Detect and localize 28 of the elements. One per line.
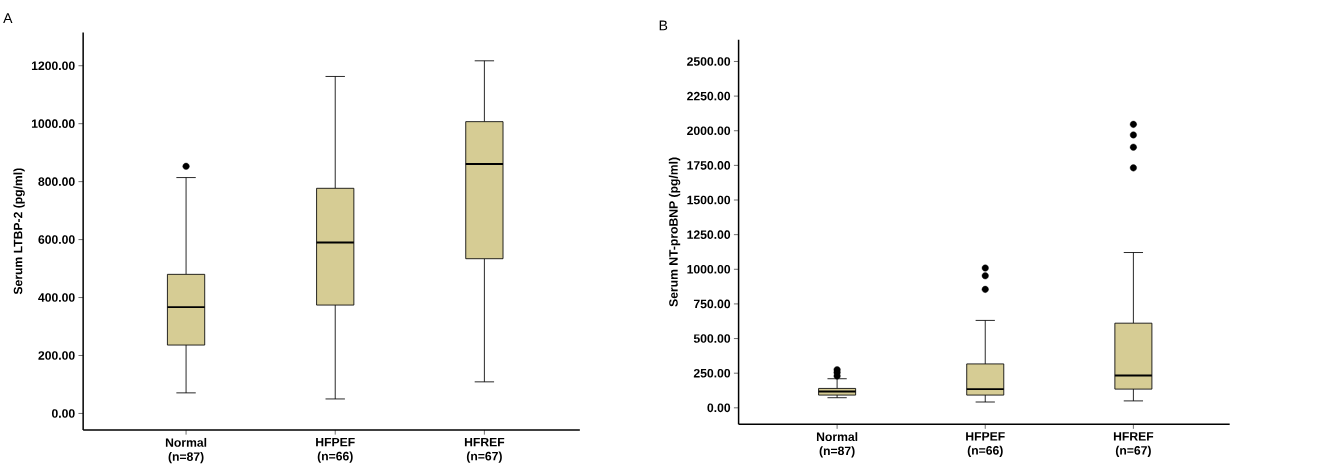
y-axis-title: Serum LTBP-2 (pg/ml): [13, 168, 25, 295]
chart-title: A: [3, 13, 13, 24]
y-tick-label: 2250.00: [687, 92, 731, 101]
y-tick-label: 1000.00: [687, 265, 731, 274]
y-tick-label: 1250.00: [687, 230, 731, 240]
y-tick-label: 400.00: [38, 293, 75, 303]
x-tick-label: HFREF (n=67): [464, 438, 505, 464]
x-tick-label: HFPEF (n=66): [966, 432, 1005, 458]
y-tick-label: 1750.00: [687, 161, 731, 170]
x-tick-label: Normal (n=87): [816, 432, 858, 458]
x-tick-label: Normal (n=87): [165, 438, 207, 464]
y-tick-label: 750.00: [693, 299, 731, 309]
y-tick-label: 500.00: [693, 334, 731, 344]
chart-title: B: [659, 20, 668, 31]
y-tick-label: 1500.00: [687, 195, 731, 205]
y-tick-label: 200.00: [38, 351, 75, 361]
x-tick-label: HFPEF (n=66): [316, 438, 355, 464]
y-tick-label: 0.00: [707, 403, 731, 413]
y-tick-label: 2500.00: [687, 57, 731, 66]
y-axis-title: Serum NT-proBNP (pg/ml): [668, 157, 681, 307]
x-tick-label: HFREF (n=67): [1113, 432, 1154, 458]
y-tick-label: 800.00: [38, 177, 75, 187]
y-tick-label: 250.00: [693, 369, 731, 378]
y-tick-label: 2000.00: [687, 126, 731, 136]
y-tick-label: 0.00: [51, 409, 75, 418]
y-tick-label: 1200.00: [31, 61, 75, 71]
y-tick-label: 600.00: [38, 235, 75, 245]
y-tick-label: 1000.00: [31, 119, 75, 129]
